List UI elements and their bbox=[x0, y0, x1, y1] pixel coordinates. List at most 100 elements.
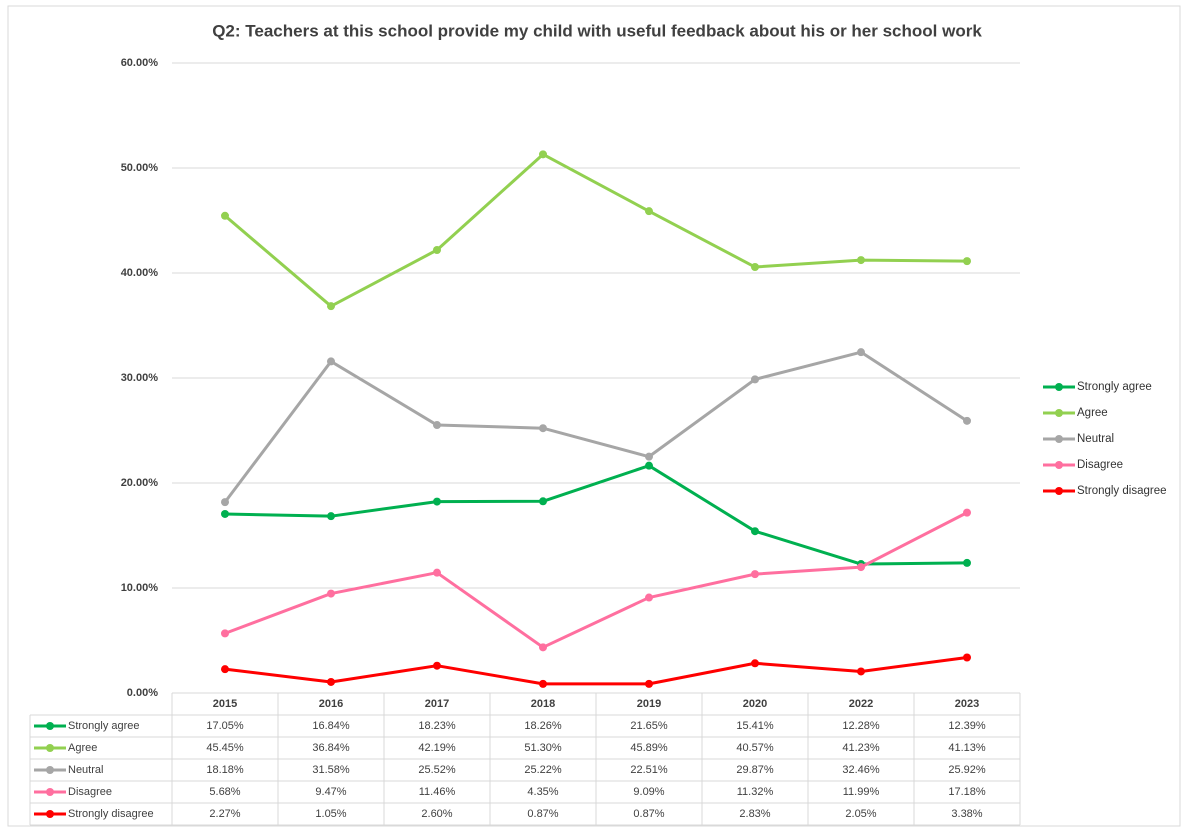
data-point bbox=[221, 665, 229, 674]
legend-label: Agree bbox=[1077, 407, 1108, 419]
table-row-label: Disagree bbox=[68, 786, 112, 798]
data-point bbox=[645, 593, 653, 602]
table-cell: 5.68% bbox=[209, 786, 240, 798]
table-cell: 41.23% bbox=[842, 742, 880, 754]
table-cell: 2.05% bbox=[845, 808, 876, 820]
table-cell: 4.35% bbox=[527, 786, 558, 798]
table-cell: 17.18% bbox=[948, 786, 986, 798]
table-cell: 12.39% bbox=[948, 720, 986, 732]
table-row-label: Strongly agree bbox=[68, 720, 140, 732]
table-cell: 45.45% bbox=[206, 742, 244, 754]
data-point bbox=[433, 661, 441, 670]
y-tick-label: 60.00% bbox=[121, 57, 159, 69]
table-cell: 45.89% bbox=[630, 742, 668, 754]
data-point bbox=[751, 263, 759, 272]
table-key-marker bbox=[46, 722, 54, 730]
table-cell: 1.05% bbox=[315, 808, 346, 820]
data-point bbox=[539, 643, 547, 652]
table-cell: 17.05% bbox=[206, 720, 244, 732]
table-cell: 9.47% bbox=[315, 786, 346, 798]
data-point bbox=[221, 509, 229, 518]
table-key-marker bbox=[46, 744, 54, 752]
table-row-label: Neutral bbox=[68, 764, 103, 776]
series-line bbox=[224, 152, 968, 308]
data-point bbox=[963, 257, 971, 266]
data-point bbox=[433, 497, 441, 506]
table-cell: 25.52% bbox=[418, 764, 456, 776]
table-cell: 22.51% bbox=[630, 764, 668, 776]
table-cell: 0.87% bbox=[527, 808, 558, 820]
legend-label: Strongly agree bbox=[1077, 381, 1152, 393]
data-point bbox=[221, 211, 229, 220]
table-cell: 0.87% bbox=[633, 808, 664, 820]
data-point bbox=[963, 653, 971, 662]
table-cell: 36.84% bbox=[312, 742, 350, 754]
data-point bbox=[539, 424, 547, 433]
data-point bbox=[751, 375, 759, 384]
legend-key-marker bbox=[1055, 461, 1063, 469]
table-key-marker bbox=[46, 810, 54, 818]
chart-border bbox=[7, 5, 1181, 827]
legend-label: Disagree bbox=[1077, 459, 1123, 471]
data-point bbox=[433, 568, 441, 577]
data-point bbox=[645, 207, 653, 216]
table-cell: 40.57% bbox=[736, 742, 774, 754]
y-tick-label: 20.00% bbox=[121, 477, 159, 489]
table-key-marker bbox=[46, 788, 54, 796]
x-tick-label: 2023 bbox=[955, 698, 979, 710]
table-row-label: Agree bbox=[68, 742, 97, 754]
table-cell: 3.38% bbox=[951, 808, 982, 820]
legend-key-marker bbox=[1055, 409, 1063, 417]
x-tick-label: 2016 bbox=[319, 698, 343, 710]
data-point bbox=[327, 589, 335, 598]
table-key-marker bbox=[46, 766, 54, 774]
data-point bbox=[327, 677, 335, 686]
data-point bbox=[963, 558, 971, 567]
data-point bbox=[645, 452, 653, 461]
data-point bbox=[539, 679, 547, 688]
table-cell: 11.46% bbox=[419, 786, 456, 798]
legend-key-marker bbox=[1055, 435, 1063, 443]
table-cell: 25.22% bbox=[524, 764, 562, 776]
data-point bbox=[857, 563, 865, 572]
data-point bbox=[539, 497, 547, 506]
x-tick-label: 2020 bbox=[743, 698, 767, 710]
data-point bbox=[539, 150, 547, 159]
data-point bbox=[857, 348, 865, 357]
data-point bbox=[645, 679, 653, 688]
data-point bbox=[751, 659, 759, 668]
table-cell: 41.13% bbox=[948, 742, 986, 754]
x-tick-label: 2022 bbox=[849, 698, 873, 710]
y-tick-label: 30.00% bbox=[121, 372, 159, 384]
table-cell: 31.58% bbox=[312, 764, 350, 776]
table-cell: 18.18% bbox=[206, 764, 244, 776]
table-cell: 9.09% bbox=[633, 786, 664, 798]
legend-label: Neutral bbox=[1077, 433, 1114, 445]
series-line bbox=[224, 511, 968, 649]
table-cell: 32.46% bbox=[842, 764, 880, 776]
legend-key-marker bbox=[1055, 383, 1063, 391]
table-cell: 11.99% bbox=[843, 786, 880, 798]
table-cell: 16.84% bbox=[312, 720, 350, 732]
table-cell: 25.92% bbox=[948, 764, 986, 776]
data-point bbox=[221, 498, 229, 507]
legend-key-marker bbox=[1055, 487, 1063, 495]
x-tick-label: 2015 bbox=[213, 698, 237, 710]
series-line bbox=[223, 350, 968, 504]
table-cell: 42.19% bbox=[418, 742, 456, 754]
data-point bbox=[751, 570, 759, 579]
data-point bbox=[857, 256, 865, 265]
series-line bbox=[224, 656, 968, 686]
table-cell: 18.23% bbox=[418, 720, 456, 732]
table-cell: 2.83% bbox=[739, 808, 770, 820]
y-tick-label: 10.00% bbox=[121, 582, 159, 594]
table-row-label: Strongly disagree bbox=[68, 808, 154, 820]
data-point bbox=[645, 461, 653, 470]
table-cell: 18.26% bbox=[524, 720, 562, 732]
x-tick-label: 2018 bbox=[531, 698, 555, 710]
chart-title: Q2: Teachers at this school provide my c… bbox=[212, 21, 982, 40]
series-line bbox=[224, 464, 968, 566]
table-cell: 2.27% bbox=[209, 808, 240, 820]
data-point bbox=[327, 302, 335, 311]
